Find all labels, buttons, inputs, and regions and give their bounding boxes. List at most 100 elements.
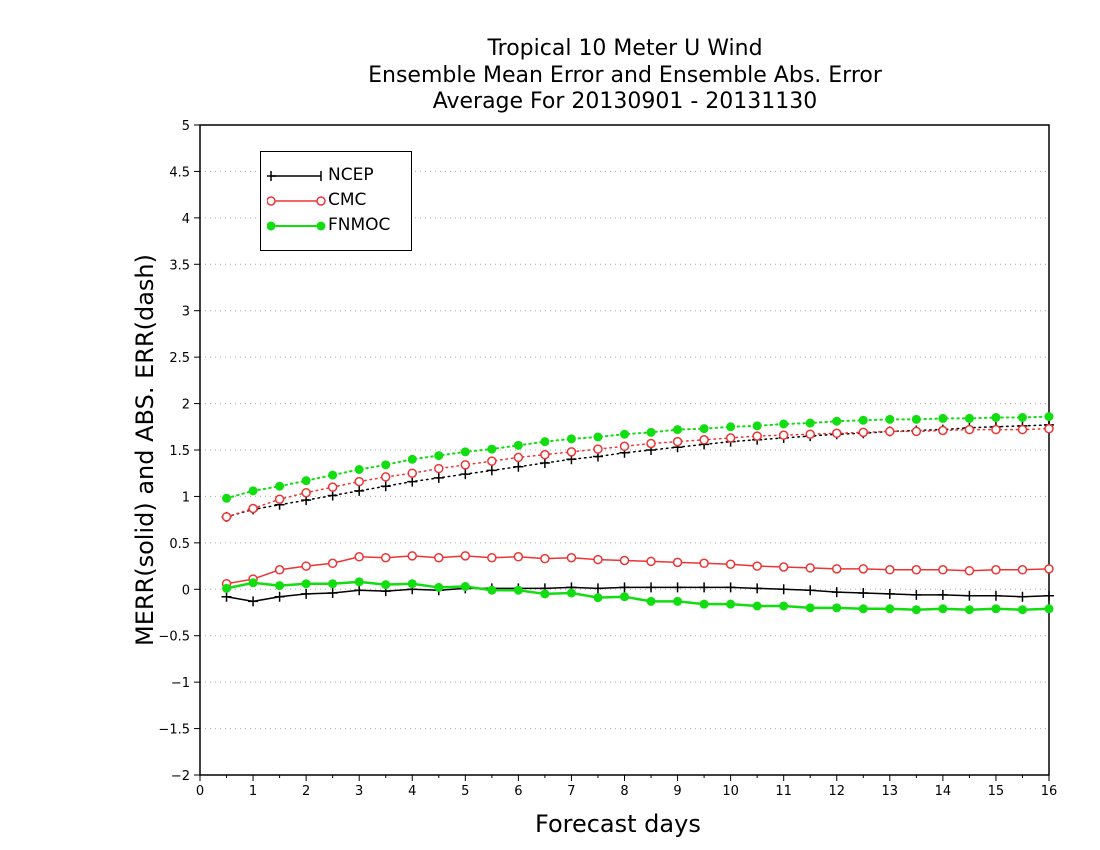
x-tick-label: 9 bbox=[673, 784, 681, 799]
data-point-merr-ncep bbox=[884, 588, 895, 599]
data-point-abs-err-cmc bbox=[778, 430, 789, 440]
data-point-merr-fnmoc bbox=[566, 588, 576, 598]
data-point-merr-fnmoc bbox=[301, 579, 311, 589]
data-point-abs-err-fnmoc bbox=[885, 414, 895, 424]
data-point-merr-fnmoc bbox=[832, 603, 842, 613]
x-tick-label: 10 bbox=[722, 784, 739, 799]
legend-label-cmc: CMC bbox=[328, 190, 367, 210]
data-point-merr-fnmoc bbox=[1017, 605, 1027, 615]
data-point-abs-err-cmc bbox=[1017, 424, 1028, 435]
data-point-abs-err-cmc bbox=[619, 441, 630, 452]
data-point-abs-err-cmc bbox=[832, 428, 842, 439]
data-point-abs-err-fnmoc bbox=[407, 454, 417, 464]
data-point-abs-err-fnmoc bbox=[513, 440, 523, 450]
data-point-merr-fnmoc bbox=[620, 592, 629, 602]
data-point-merr-fnmoc bbox=[885, 604, 895, 614]
data-point-merr-ncep bbox=[778, 584, 789, 595]
y-tick-label: 2 bbox=[182, 398, 190, 413]
data-point-abs-err-cmc bbox=[593, 444, 603, 454]
data-point-merr-cmc bbox=[1017, 565, 1028, 575]
data-point-abs-err-ncep bbox=[354, 485, 365, 496]
y-tick-label: 4.5 bbox=[169, 165, 190, 180]
data-point-merr-fnmoc bbox=[407, 579, 417, 589]
data-point-abs-err-cmc bbox=[991, 424, 1001, 435]
x-tick-label: 11 bbox=[775, 784, 792, 799]
data-point-abs-err-fnmoc bbox=[779, 419, 789, 429]
data-point-merr-fnmoc bbox=[593, 593, 603, 603]
data-point-abs-err-cmc bbox=[938, 425, 948, 436]
y-tick-label: 4 bbox=[182, 212, 190, 227]
data-point-merr-ncep bbox=[619, 582, 630, 593]
x-tick-label: 16 bbox=[1041, 784, 1058, 799]
legend-item-fnmoc: FNMOC bbox=[261, 214, 411, 238]
data-point-merr-fnmoc bbox=[487, 585, 497, 595]
data-point-abs-err-fnmoc bbox=[275, 481, 285, 491]
legend-swatch-cmc bbox=[267, 196, 326, 206]
x-tick-label: 5 bbox=[461, 784, 469, 799]
data-point-abs-err-cmc bbox=[752, 431, 762, 441]
data-point-abs-err-cmc bbox=[540, 449, 550, 460]
data-point-merr-fnmoc bbox=[938, 604, 948, 614]
data-point-merr-ncep bbox=[964, 590, 975, 601]
x-tick-label: 0 bbox=[196, 784, 204, 799]
data-point-abs-err-cmc bbox=[566, 447, 577, 457]
data-point-merr-fnmoc bbox=[275, 581, 285, 591]
legend-swatch-fnmoc bbox=[267, 221, 326, 231]
data-point-merr-cmc bbox=[593, 554, 603, 565]
data-point-merr-cmc bbox=[540, 553, 550, 564]
series-line-abs-err-cmc bbox=[225, 427, 1050, 518]
data-point-abs-err-ncep bbox=[433, 472, 444, 483]
data-point-merr-cmc bbox=[487, 552, 497, 563]
x-tick-label: 2 bbox=[302, 784, 310, 799]
y-tick-label: 1 bbox=[182, 490, 190, 505]
data-point-merr-cmc bbox=[778, 562, 789, 572]
data-point-merr-ncep bbox=[221, 591, 232, 602]
data-point-abs-err-cmc bbox=[354, 476, 364, 487]
x-axis-label: Forecast days bbox=[535, 810, 701, 838]
data-point-merr-ncep bbox=[646, 582, 657, 593]
data-point-abs-err-cmc bbox=[274, 494, 285, 504]
data-point-abs-err-fnmoc bbox=[1017, 413, 1027, 422]
data-point-merr-fnmoc bbox=[858, 604, 868, 614]
data-point-abs-err-cmc bbox=[380, 472, 391, 482]
data-point-merr-fnmoc bbox=[434, 582, 444, 592]
data-point-merr-ncep bbox=[301, 588, 312, 599]
data-point-merr-ncep bbox=[725, 582, 736, 593]
data-point-abs-err-fnmoc bbox=[726, 422, 736, 432]
data-point-merr-fnmoc bbox=[248, 578, 258, 588]
data-point-merr-fnmoc bbox=[328, 579, 338, 589]
data-point-abs-err-cmc bbox=[672, 436, 683, 447]
data-point-merr-ncep bbox=[327, 588, 338, 598]
data-point-abs-err-fnmoc bbox=[964, 413, 974, 423]
data-point-merr-cmc bbox=[566, 552, 577, 563]
data-point-abs-err-cmc bbox=[301, 487, 311, 498]
data-point-abs-err-fnmoc bbox=[858, 415, 868, 425]
series-line-abs-err-fnmoc bbox=[225, 415, 1050, 500]
data-point-merr-cmc bbox=[619, 555, 630, 566]
data-point-abs-err-fnmoc bbox=[620, 429, 629, 439]
data-point-abs-err-fnmoc bbox=[593, 432, 603, 442]
data-point-abs-err-cmc bbox=[885, 426, 895, 437]
y-tick-label: 3 bbox=[182, 305, 190, 320]
data-point-abs-err-fnmoc bbox=[381, 460, 391, 470]
data-point-merr-cmc bbox=[301, 561, 311, 571]
data-point-merr-cmc bbox=[1044, 564, 1054, 574]
data-point-abs-err-fnmoc bbox=[354, 465, 364, 474]
data-point-merr-fnmoc bbox=[460, 582, 470, 591]
data-point-merr-fnmoc bbox=[513, 585, 523, 595]
data-point-merr-fnmoc bbox=[726, 599, 736, 609]
data-point-merr-fnmoc bbox=[354, 577, 364, 587]
data-point-abs-err-fnmoc bbox=[566, 434, 576, 444]
data-point-abs-err-fnmoc bbox=[699, 424, 709, 434]
data-point-abs-err-cmc bbox=[407, 468, 417, 478]
data-point-abs-err-ncep bbox=[486, 465, 497, 476]
data-point-merr-fnmoc bbox=[911, 605, 921, 615]
data-point-merr-fnmoc bbox=[646, 596, 656, 606]
series-line-merr-fnmoc bbox=[226, 580, 1050, 611]
data-point-abs-err-cmc bbox=[725, 433, 736, 443]
data-point-merr-cmc bbox=[832, 564, 842, 574]
data-point-merr-cmc bbox=[699, 558, 709, 569]
data-point-abs-err-cmc bbox=[513, 452, 524, 463]
data-point-merr-ncep bbox=[592, 583, 603, 594]
data-point-merr-cmc bbox=[991, 565, 1001, 575]
